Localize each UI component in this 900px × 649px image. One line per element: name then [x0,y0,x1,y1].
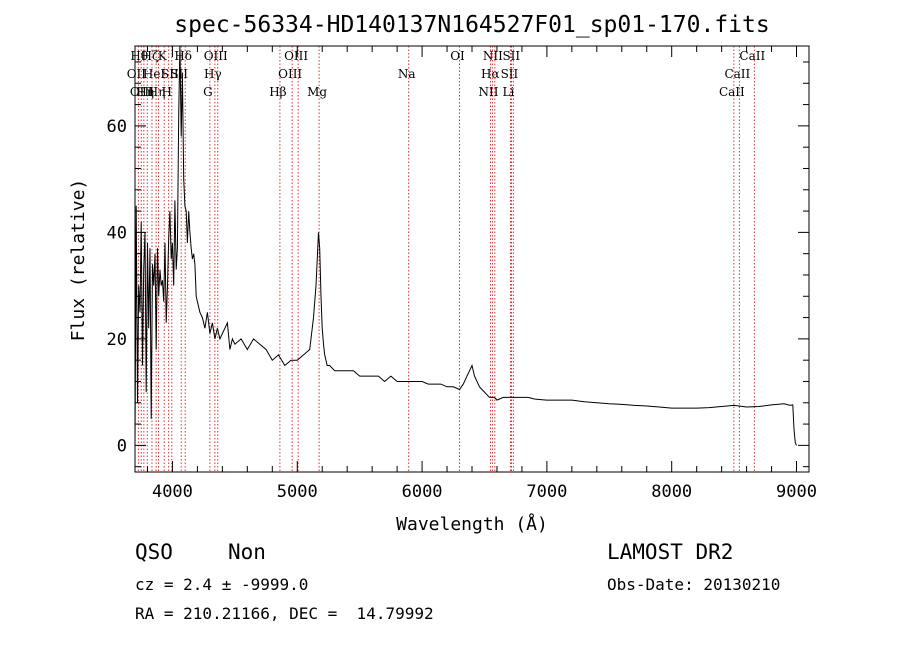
x-tick-label-0: 4000 [152,482,193,502]
line-label-16: OIII [278,67,302,81]
line-label-9: SII [161,67,179,81]
line-label-2: OIII [130,85,154,99]
line-label-19: Na [398,67,416,81]
line-label-3: Hη [136,85,154,99]
y-tick-label-1: 20 [107,330,127,350]
line-label-29: CaII [739,49,765,63]
line-label-18: Mg [307,85,327,99]
chart-title: spec-56334-HD140137N164527F01_sp01-170.f… [174,12,769,38]
line-label-14: OIII [204,49,228,63]
x-tick-label-2: 6000 [402,482,443,502]
object-subclass-label: Non [228,540,266,564]
line-label-10: Hδ [174,49,192,63]
y-axis-label: Flux (relative) [68,179,89,342]
line-label-5: HeI [143,67,166,81]
line-label-27: CaII [719,85,745,99]
line-label-21: NII [478,85,498,99]
line-label-17: OIII [284,49,308,63]
coordinates-label: RA = 210.21166, DEC = 14.79992 [135,604,434,623]
line-label-24: SII [501,67,519,81]
line-label-11: SII [170,67,188,81]
line-label-7: K [158,49,168,63]
plot-area: OIIHθOIIIHηHζHeIHηKHSIIHδSIIGHγOIIIHβOII… [107,45,817,502]
spectrum-line [134,45,797,446]
line-label-12: G [203,85,213,99]
line-label-23: NII [483,49,503,63]
x-tick-label-4: 8000 [651,482,692,502]
redshift-label: cz = 2.4 ± -9999.0 [135,575,309,594]
y-tick-label-0: 0 [117,436,127,456]
line-label-8: H [161,85,171,99]
obs-date-label: Obs-Date: 20130210 [607,575,781,594]
x-axis-label: Wavelength (Å) [396,513,548,535]
y-tick-label-3: 60 [107,117,127,137]
object-class-label: QSO [135,540,173,564]
line-label-4: Hζ [141,49,158,63]
line-label-22: Hα [481,67,500,81]
line-label-25: SII [502,49,520,63]
line-label-20: OI [450,49,465,63]
line-label-6: Hη [148,85,166,99]
x-tick-label-3: 7000 [526,482,567,502]
survey-label: LAMOST DR2 [607,540,734,564]
line-label-26: Li [503,85,515,99]
y-tick-label-2: 40 [107,223,127,243]
x-tick-label-5: 9000 [776,482,817,502]
line-label-28: CaII [724,67,750,81]
line-label-0: OII [127,67,147,81]
line-label-15: Hβ [269,85,286,99]
line-label-13: Hγ [204,67,222,81]
x-tick-label-1: 5000 [277,482,318,502]
